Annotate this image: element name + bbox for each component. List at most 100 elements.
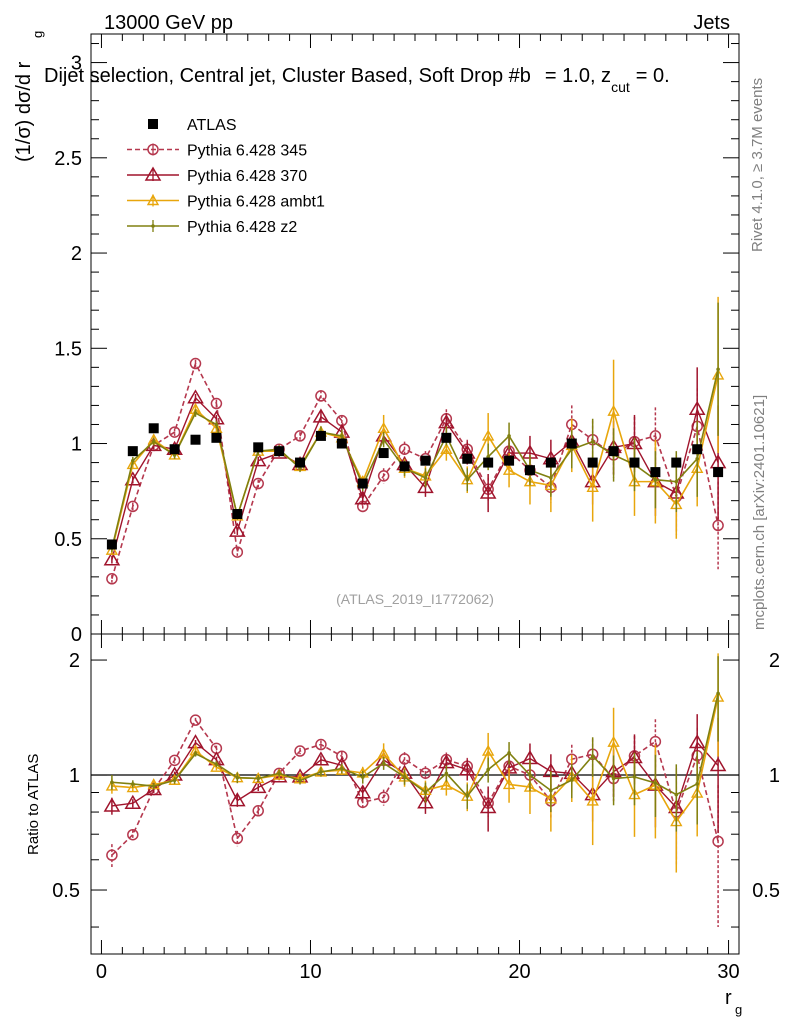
point-z2 [674, 479, 679, 484]
ratio-point-z2 [653, 781, 658, 785]
y-axis-label: (1/σ) dσ/d r g [13, 31, 45, 162]
title-end: = 0. [636, 65, 670, 87]
ratio-point-z2 [110, 780, 114, 785]
ratio-point-p345 [315, 738, 327, 751]
point-atlas [315, 430, 326, 441]
ratio-point-z2 [716, 691, 720, 696]
point-atlas [399, 461, 410, 472]
legend-label-atlas: ATLAS [187, 117, 237, 134]
point-atlas [148, 423, 159, 434]
point-atlas [441, 432, 452, 443]
ratio-point-p370 [458, 761, 476, 776]
point-p370 [229, 522, 246, 537]
svg-text:(1/σ) dσ/d r: (1/σ) dσ/d r [13, 61, 35, 162]
point-atlas [295, 457, 306, 468]
point-z2 [193, 411, 198, 415]
point-p345 [398, 443, 411, 455]
ratio-point-p370 [312, 751, 330, 766]
point-p370 [354, 490, 372, 505]
ratio-point-z2 [465, 794, 470, 798]
point-ambt1 [168, 448, 181, 460]
ratio-point-z2 [611, 776, 616, 781]
ratio-point-z2 [360, 775, 365, 779]
point-p345 [231, 546, 244, 558]
ratio-point-z2 [193, 751, 198, 756]
ratio-point-z2 [695, 782, 699, 786]
ratio-point-p345 [712, 835, 724, 848]
y-tick-label: 1 [71, 434, 82, 456]
series-z2 [110, 302, 720, 553]
point-z2 [549, 476, 553, 480]
point-p370 [688, 400, 706, 415]
point-z2 [507, 434, 511, 438]
x-tick-label: 20 [508, 961, 530, 983]
point-atlas [169, 444, 180, 455]
ratio-point-ambt1 [105, 779, 119, 791]
legend-marker-p345 [147, 143, 159, 156]
ratio-tick-label-left: 0.5 [52, 880, 80, 902]
title-main: Dijet selection, Central jet, Cluster Ba… [44, 65, 531, 87]
svg-text:g: g [30, 31, 45, 38]
x-axis-label: r [725, 987, 732, 1009]
ratio-point-p370 [688, 734, 706, 749]
point-p345 [168, 426, 181, 438]
ratio-point-z2 [235, 775, 240, 780]
ratio-point-p345 [231, 832, 244, 845]
series-ambt1 [105, 296, 725, 555]
ratio-plot-frame [90, 633, 740, 955]
point-atlas [378, 448, 389, 459]
ratio-point-p345 [127, 828, 139, 841]
ratio-point-z2 [319, 770, 323, 774]
point-atlas [650, 467, 661, 478]
legend-marker-p370 [144, 166, 162, 181]
ratio-y-label: Ratio to ATLAS [25, 754, 42, 855]
point-atlas [357, 478, 368, 489]
point-z2 [716, 367, 720, 372]
legend-label-ambt1: Pythia 6.428 ambt1 [187, 194, 325, 211]
ratio-series-layer [103, 653, 727, 928]
title-sub: cut [611, 79, 630, 95]
analysis-watermark: (ATLAS_2019_I1772062) [336, 591, 494, 607]
ratio-point-z2 [277, 771, 281, 776]
line-z2 [111, 369, 719, 549]
ratio-point-p370 [479, 799, 497, 814]
ratio-point-z2 [507, 751, 511, 755]
point-atlas [106, 539, 117, 550]
x-tick-label: 0 [96, 961, 107, 983]
ratio-point-ambt1 [126, 781, 139, 793]
ratio-tick-labels: 0.5 0.5 1 1 2 2 [52, 650, 780, 902]
ratio-point-p370 [354, 784, 372, 799]
ratio-point-p345 [168, 754, 181, 767]
point-ambt1 [105, 543, 119, 555]
point-z2 [465, 477, 470, 482]
y-tick-label: 0.5 [54, 529, 82, 551]
legend: ATLAS Pythia 6.428 345 Pythia 6.428 370 Pyt… [127, 117, 325, 236]
y-tick-labels: 0 0.5 1 1.5 2 2.5 3 [54, 53, 82, 646]
ratio-point-z2 [402, 775, 407, 779]
point-ambt1 [586, 480, 599, 493]
point-p345 [252, 477, 264, 490]
ratio-point-ambt1 [586, 794, 599, 806]
point-atlas [274, 446, 285, 457]
y-tick-label: 3 [71, 53, 82, 75]
axis-ticks [91, 34, 739, 954]
point-p370 [417, 478, 434, 494]
point-z2 [423, 476, 428, 480]
point-atlas [504, 455, 515, 466]
ratio-point-p370 [709, 757, 727, 772]
ratio-point-p345 [398, 753, 411, 765]
point-atlas [587, 457, 598, 468]
point-atlas [127, 446, 138, 457]
point-z2 [151, 439, 156, 444]
ratio-point-z2 [381, 761, 386, 766]
point-ambt1 [126, 458, 139, 470]
x-tick-label: 30 [717, 961, 739, 983]
energy-label: 13000 GeV pp [104, 12, 233, 34]
ratio-point-p345 [377, 791, 390, 804]
point-atlas [462, 453, 473, 464]
plot-title: Dijet selection, Central jet, Cluster Ba… [44, 65, 670, 95]
ratio-point-ambt1 [502, 777, 516, 790]
y-tick-label: 2.5 [54, 148, 82, 170]
point-ambt1 [607, 404, 620, 416]
